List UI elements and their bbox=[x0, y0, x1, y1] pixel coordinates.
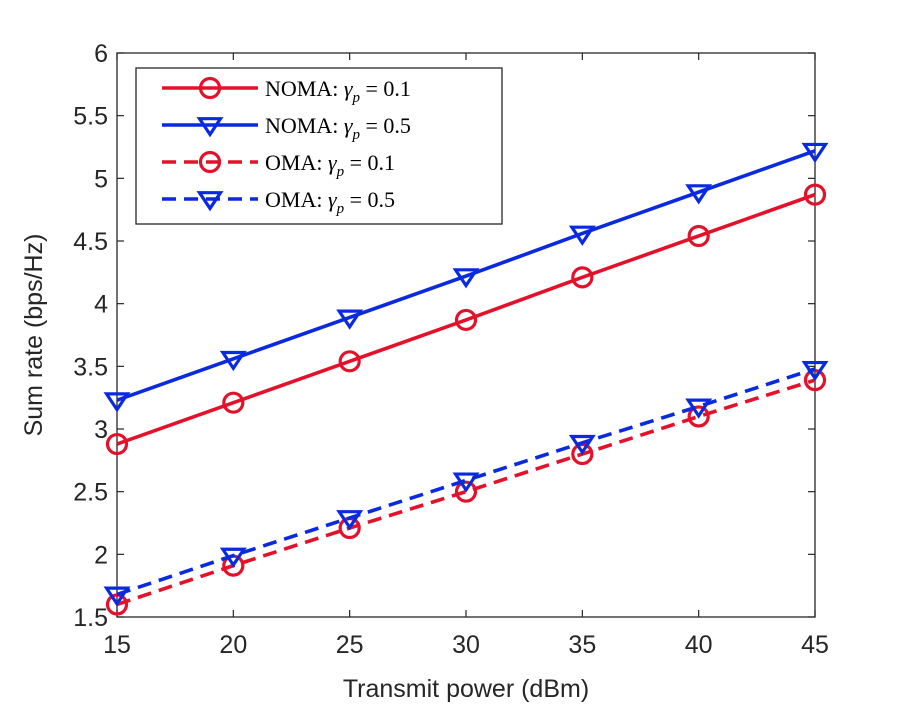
legend-marker bbox=[196, 117, 224, 138]
y-tick-label: 2.5 bbox=[73, 479, 108, 507]
data-point-marker bbox=[685, 398, 713, 419]
y-tick-label: 3.5 bbox=[73, 353, 108, 381]
y-tick-label: 3 bbox=[94, 416, 108, 444]
data-point-marker bbox=[568, 434, 596, 456]
data-point-marker bbox=[801, 142, 829, 164]
data-point-marker bbox=[803, 183, 827, 206]
data-point-marker bbox=[103, 392, 131, 413]
x-axis-title: Transmit power (dBm) bbox=[343, 675, 589, 703]
legend-marker bbox=[198, 150, 222, 174]
data-point-marker bbox=[685, 184, 713, 205]
series-4 bbox=[103, 360, 829, 607]
data-point-marker bbox=[454, 480, 478, 503]
series-layer bbox=[103, 142, 829, 616]
data-point-marker bbox=[219, 350, 247, 372]
y-tick-label: 5.5 bbox=[73, 103, 108, 131]
series-line bbox=[116, 192, 816, 446]
legend-label: NOMA: γp = 0.5 bbox=[265, 113, 411, 143]
y-tick-label: 6 bbox=[94, 40, 108, 68]
x-tick-label: 30 bbox=[452, 631, 480, 659]
legend-entry: NOMA: γp = 0.1 bbox=[162, 76, 411, 106]
y-tick-label: 4 bbox=[94, 291, 108, 319]
data-point-marker bbox=[105, 432, 129, 456]
data-point-marker bbox=[219, 547, 247, 568]
data-point-marker bbox=[687, 224, 710, 248]
data-point-marker bbox=[687, 405, 710, 428]
series-1 bbox=[105, 183, 827, 456]
x-tick-label: 20 bbox=[219, 631, 247, 659]
legend-label: OMA: γp = 0.1 bbox=[265, 150, 395, 180]
y-tick-label: 2 bbox=[94, 541, 108, 569]
legend: NOMA: γp = 0.1 NOMA: γp = 0.5 OMA: γp = 0.… bbox=[135, 67, 503, 225]
y-tick-label: 4.5 bbox=[73, 228, 108, 256]
legend-entry: OMA: γp = 0.1 bbox=[162, 150, 395, 180]
legend-label: OMA: γp = 0.5 bbox=[265, 187, 395, 217]
legend-entry: NOMA: γp = 0.5 bbox=[162, 113, 411, 143]
x-tick-label: 45 bbox=[801, 631, 829, 659]
data-point-marker bbox=[336, 510, 364, 531]
data-point-marker bbox=[105, 593, 129, 616]
x-tick-label: 25 bbox=[336, 631, 364, 659]
data-point-marker bbox=[452, 472, 480, 493]
series-2 bbox=[103, 142, 829, 413]
data-point-marker bbox=[103, 586, 131, 607]
series-line bbox=[116, 149, 816, 402]
data-point-marker bbox=[336, 309, 364, 330]
data-point-marker bbox=[338, 350, 361, 373]
y-axis-title: Sum rate (bps/Hz) bbox=[20, 234, 48, 437]
data-point-marker bbox=[454, 308, 478, 332]
legend-marker bbox=[196, 191, 224, 212]
y-tick-label: 5 bbox=[94, 165, 108, 193]
series-line bbox=[116, 367, 816, 597]
data-point-marker bbox=[568, 225, 596, 246]
legend-label: NOMA: γp = 0.1 bbox=[265, 76, 411, 106]
data-point-marker bbox=[801, 360, 829, 382]
y-tick-label: 1.5 bbox=[73, 604, 108, 632]
legend-entry: OMA: γp = 0.5 bbox=[162, 187, 395, 217]
data-point-marker bbox=[222, 391, 245, 414]
data-point-marker bbox=[452, 268, 480, 289]
ticks-layer: 15 20 25 30 35 40 45 1.5 2 2.5 3 3.5 4 4.5 5 5.5 6 bbox=[73, 40, 829, 659]
data-point-marker bbox=[571, 266, 594, 289]
x-tick-label: 35 bbox=[568, 631, 596, 659]
legend-marker bbox=[198, 76, 222, 100]
x-tick-label: 40 bbox=[685, 631, 713, 659]
x-tick-label: 15 bbox=[103, 631, 131, 659]
